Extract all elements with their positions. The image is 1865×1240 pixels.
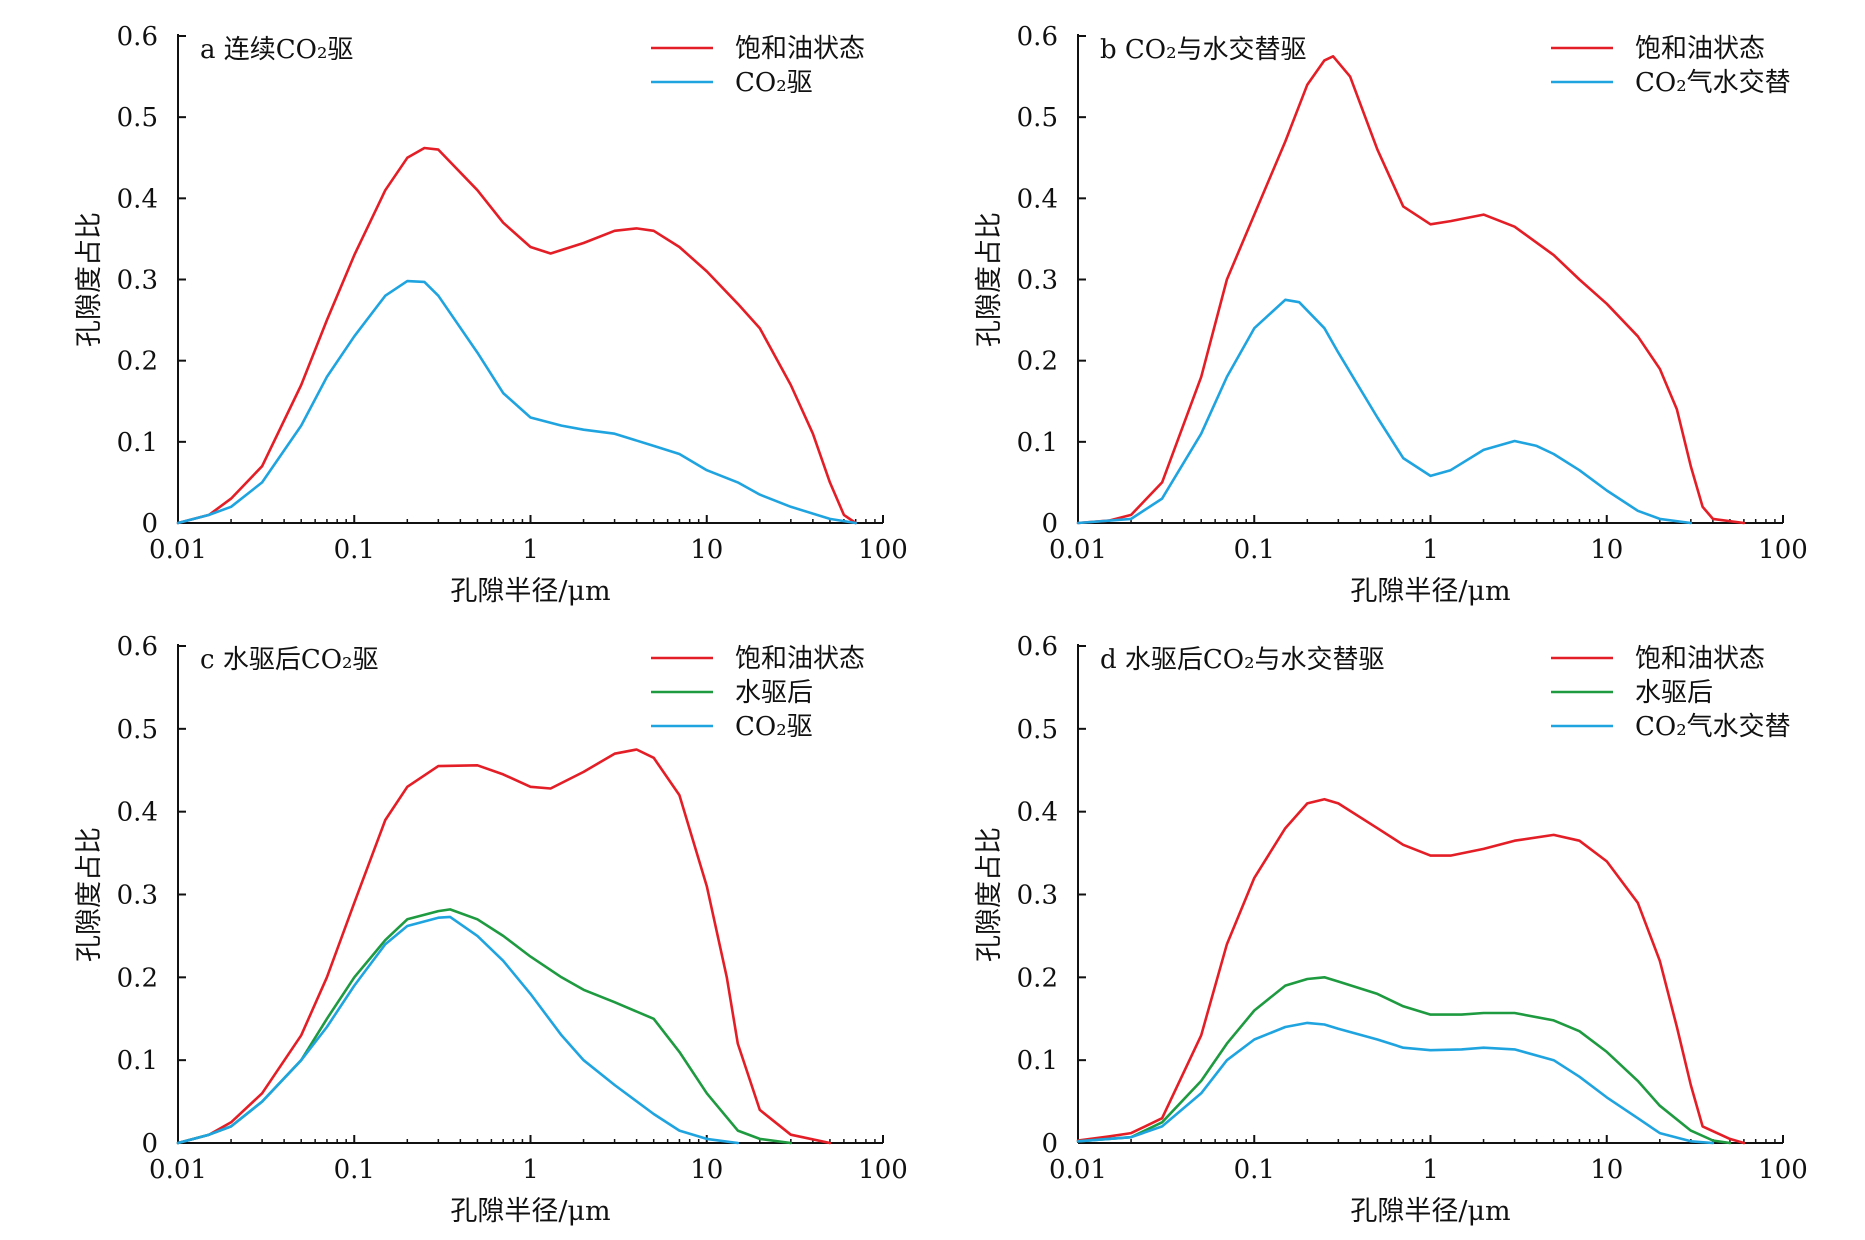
- y-tick-label: 0.4: [117, 184, 158, 214]
- x-tick-label: 0.1: [1234, 1155, 1275, 1185]
- x-axis-title: 孔隙半径/μm: [450, 1196, 610, 1227]
- x-tick-label: 1: [1422, 1155, 1439, 1185]
- y-tick-label: 0.1: [117, 428, 158, 458]
- y-tick-label: 0.2: [1017, 963, 1058, 993]
- y-tick-label: 0.2: [1017, 347, 1058, 377]
- series-line-1: [1076, 797, 1746, 1145]
- legend-label: 饱和油状态: [735, 34, 865, 64]
- y-tick-label: 0.3: [1017, 266, 1058, 296]
- y-tick-label: 0.6: [117, 22, 158, 52]
- x-tick-label: 0.1: [1234, 535, 1275, 565]
- chart-panel-b: 0 0.1 0.2 0.3 0.4 0.5 0.6 0.01 0.1 1 10 100 孔隙半径/μm 孔…: [974, 22, 1808, 607]
- y-tick-label: 0.6: [1017, 632, 1058, 662]
- y-tick-label: 0.3: [117, 881, 158, 911]
- y-axis-title: 孔隙度占比: [74, 827, 105, 962]
- y-tick-label: 0: [141, 1129, 158, 1159]
- x-tick-label: 100: [858, 1155, 908, 1185]
- panel-label: a 连续CO₂驱: [200, 35, 353, 65]
- y-tick-label: 0: [141, 509, 158, 539]
- y-tick-label: 0.2: [117, 963, 158, 993]
- y-tick-label: 0.5: [117, 103, 158, 133]
- chart-panel-a: 0 0.1 0.2 0.3 0.4 0.5 0.6 0.01 0.1 1 10 100 孔隙半径/μm 孔…: [74, 22, 908, 607]
- panel-label: c 水驱后CO₂驱: [200, 645, 378, 675]
- y-tick-label: 0.4: [1017, 798, 1058, 828]
- x-tick-label: 1: [522, 1155, 539, 1185]
- legend-label: CO₂驱: [735, 68, 813, 98]
- x-axis-title: 孔隙半径/μm: [1350, 1196, 1510, 1227]
- x-tick-label: 10: [690, 535, 723, 565]
- y-axis-title: 孔隙度占比: [974, 212, 1005, 347]
- y-tick-label: 0: [1041, 509, 1058, 539]
- x-tick-label: 1: [1422, 535, 1439, 565]
- x-axis-title: 孔隙半径/μm: [450, 576, 610, 607]
- y-tick-label: 0.5: [1017, 715, 1058, 745]
- series-line-1: [176, 146, 857, 525]
- y-tick-label: 0.6: [1017, 22, 1058, 52]
- series-line-2: [1076, 976, 1732, 1145]
- legend-label: 饱和油状态: [1635, 644, 1765, 674]
- series-line-3: [176, 915, 740, 1145]
- x-tick-label: 100: [858, 535, 908, 565]
- y-tick-label: 0.3: [117, 266, 158, 296]
- y-tick-label: 0.2: [117, 347, 158, 377]
- x-tick-label: 0.01: [1049, 535, 1107, 565]
- series-line-3: [1076, 1021, 1715, 1145]
- legend-label: 水驱后: [735, 678, 813, 708]
- panel-label: d 水驱后CO₂与水交替驱: [1100, 645, 1385, 675]
- legend-label: 饱和油状态: [735, 644, 865, 674]
- y-axis-title: 孔隙度占比: [74, 212, 105, 347]
- y-tick-label: 0.1: [117, 1046, 158, 1076]
- x-tick-label: 0.01: [149, 535, 207, 565]
- y-tick-label: 0: [1041, 1129, 1058, 1159]
- x-tick-label: 10: [690, 1155, 723, 1185]
- x-tick-label: 10: [1590, 1155, 1623, 1185]
- legend-label: CO₂气水交替: [1635, 68, 1791, 98]
- panel-label: b CO₂与水交替驱: [1100, 35, 1307, 65]
- legend-label: 饱和油状态: [1635, 34, 1765, 64]
- x-axis-title: 孔隙半径/μm: [1350, 576, 1510, 607]
- x-tick-label: 1: [522, 535, 539, 565]
- chart-panel-c: 0 0.1 0.2 0.3 0.4 0.5 0.6 0.01 0.1 1 10 100 孔隙半径/μm 孔…: [74, 632, 908, 1227]
- x-tick-label: 10: [1590, 535, 1623, 565]
- series-line-1: [176, 748, 832, 1145]
- y-axis-title: 孔隙度占比: [974, 827, 1005, 962]
- x-tick-label: 0.01: [149, 1155, 207, 1185]
- legend-label: CO₂气水交替: [1635, 712, 1791, 742]
- series-line-2: [1076, 298, 1693, 525]
- y-tick-label: 0.1: [1017, 1046, 1058, 1076]
- series-line-1: [1076, 55, 1746, 525]
- x-tick-label: 100: [1758, 1155, 1808, 1185]
- y-tick-label: 0.3: [1017, 881, 1058, 911]
- x-tick-label: 100: [1758, 535, 1808, 565]
- x-tick-label: 0.1: [334, 535, 375, 565]
- legend-label: CO₂驱: [735, 712, 813, 742]
- y-tick-label: 0.4: [1017, 184, 1058, 214]
- series-line-2: [176, 279, 857, 525]
- y-tick-label: 0.1: [1017, 428, 1058, 458]
- y-tick-label: 0.4: [117, 798, 158, 828]
- chart-panel-d: 0 0.1 0.2 0.3 0.4 0.5 0.6 0.01 0.1 1 10 100 孔隙半径/μm 孔…: [974, 632, 1808, 1227]
- x-tick-label: 0.01: [1049, 1155, 1107, 1185]
- x-tick-label: 0.1: [334, 1155, 375, 1185]
- y-tick-label: 0.5: [1017, 103, 1058, 133]
- y-tick-label: 0.5: [117, 715, 158, 745]
- legend-label: 水驱后: [1635, 678, 1713, 708]
- y-tick-label: 0.6: [117, 632, 158, 662]
